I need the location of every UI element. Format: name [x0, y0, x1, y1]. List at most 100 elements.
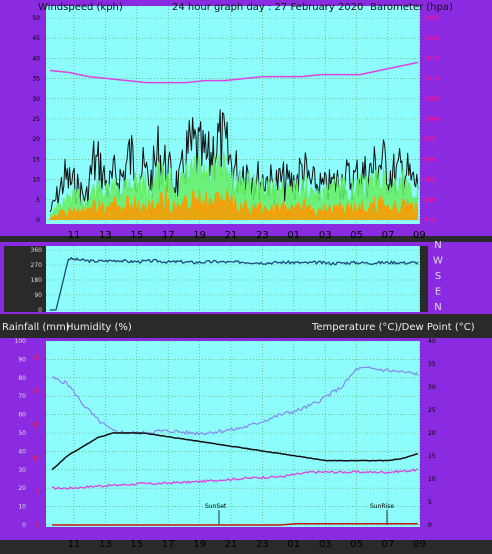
wind-x-tick: 05 [350, 230, 363, 241]
direction-y-tick: 270 [31, 262, 43, 269]
wind-y-tick: 45 [32, 35, 40, 42]
sunrise-label: SunRise [370, 503, 394, 510]
wind-x-tick: 09 [413, 230, 426, 241]
temp-x-tick: 09 [413, 539, 426, 550]
direction-y-tick: 180 [31, 277, 43, 284]
barometer-y-tick: 1010 [424, 76, 439, 83]
barometer-axis-title: Barometer (hpa) [370, 2, 453, 13]
humidity-y-tick: 20 [18, 485, 26, 492]
wind-y-tick: 30 [32, 96, 40, 103]
rainfall-line [52, 522, 418, 526]
rainfall-axis-title: Rainfall (mm) [2, 322, 70, 333]
barometer-line [49, 61, 419, 84]
temp-x-tick: 11 [68, 539, 81, 550]
barometer-y-tick: 1000 [424, 116, 439, 123]
wind-avg-line [49, 152, 419, 216]
temp-y-tick: 0 [428, 522, 432, 529]
wind-y-tick: 40 [32, 55, 40, 62]
wind-x-tick: 17 [162, 230, 175, 241]
wind-low-line [49, 188, 419, 220]
barometer-y-tick: 990 [424, 156, 436, 163]
barometer-y-tick: 1020 [424, 35, 439, 42]
wind-x-tick: 19 [193, 230, 206, 241]
direction-label: S [435, 271, 441, 282]
direction-y-tick: 0 [38, 307, 42, 314]
direction-label: W [433, 256, 443, 267]
wind-y-tick: 35 [32, 76, 40, 83]
temp-x-tick: 21 [225, 539, 238, 550]
wind-y-tick: 25 [32, 116, 40, 123]
direction-plot-area [46, 246, 420, 312]
rain-y-tick: 0 [36, 522, 40, 529]
temp-y-tick: 15 [428, 453, 436, 460]
wind-x-tick: 03 [319, 230, 332, 241]
wind-gust-line [49, 109, 419, 213]
direction-label: N [434, 302, 441, 313]
wind-y-tick: 15 [32, 156, 40, 163]
rain-y-tick: 5 [36, 489, 40, 496]
temp-y-tick: 5 [428, 499, 432, 506]
temp-y-tick: 30 [428, 384, 436, 391]
direction-y-tick: 360 [31, 247, 43, 254]
wind-x-tick: 23 [256, 230, 269, 241]
temp-x-tick: 03 [319, 539, 332, 550]
wind-y-tick: 5 [36, 197, 40, 204]
sunset-label: SunSet [205, 503, 227, 510]
humidity-y-tick: 60 [18, 412, 26, 419]
temp-x-tick: 17 [162, 539, 175, 550]
direction-label: N [434, 240, 441, 251]
wind-x-tick: 11 [68, 230, 81, 241]
temp-y-tick: 20 [428, 430, 436, 437]
temp-x-tick: 07 [382, 539, 395, 550]
rain-y-tick: 10 [32, 455, 40, 462]
direction-y-tick: 90 [34, 292, 42, 299]
wind-y-tick: 0 [36, 217, 40, 224]
humidity-y-tick: 90 [18, 356, 26, 363]
humidity-axis-title: Humidity (%) [66, 322, 132, 333]
wind-x-tick: 21 [225, 230, 238, 241]
humidity-y-tick: 0 [22, 522, 26, 529]
barometer-y-tick: 985 [424, 177, 436, 184]
temp-x-tick: 05 [350, 539, 363, 550]
separator-strip [0, 314, 492, 338]
humidity-y-tick: 80 [18, 375, 26, 382]
direction-label: E [435, 287, 441, 298]
temp-y-tick: 35 [428, 361, 436, 368]
rain-y-tick: 25 [32, 355, 40, 362]
humidity-y-tick: 40 [18, 448, 26, 455]
wind-x-tick: 07 [382, 230, 395, 241]
humidity-line [51, 366, 419, 436]
temp-x-tick: 19 [193, 539, 206, 550]
humidity-y-tick: 70 [18, 393, 26, 400]
temp-y-tick: 25 [428, 407, 436, 414]
barometer-y-tick: 975 [424, 217, 436, 224]
wind-axis-title: Windspeed (kph) [38, 2, 123, 13]
temp-y-tick: 40 [428, 338, 436, 345]
temp-x-tick: 15 [130, 539, 143, 550]
wind-direction-line [50, 257, 419, 311]
dew-point-line [51, 468, 419, 490]
wind-x-tick: 13 [99, 230, 112, 241]
barometer-y-tick: 1015 [424, 55, 439, 62]
barometer-y-tick: 1005 [424, 96, 439, 103]
temp-x-tick: 13 [99, 539, 112, 550]
temp-plot-area [46, 341, 420, 527]
humidity-y-tick: 50 [18, 430, 26, 437]
humidity-y-tick: 30 [18, 467, 26, 474]
wind-y-tick: 50 [32, 15, 40, 22]
barometer-y-tick: 980 [424, 197, 436, 204]
wind-avg-line-area [50, 152, 418, 220]
humidity-y-tick: 10 [18, 504, 26, 511]
wind-low-line-area [50, 188, 418, 220]
temperature-axis-title: Temperature (°C)/Dew Point (°C) [311, 322, 475, 333]
barometer-y-tick: 1025 [424, 15, 439, 22]
temp-y-tick: 10 [428, 476, 436, 483]
rain-y-tick: 20 [32, 388, 40, 395]
temp-x-tick: 23 [256, 539, 269, 550]
separator-strip [0, 540, 492, 554]
humidity-y-tick: 100 [15, 338, 27, 345]
separator-strip [0, 236, 492, 242]
barometer-y-tick: 995 [424, 136, 436, 143]
